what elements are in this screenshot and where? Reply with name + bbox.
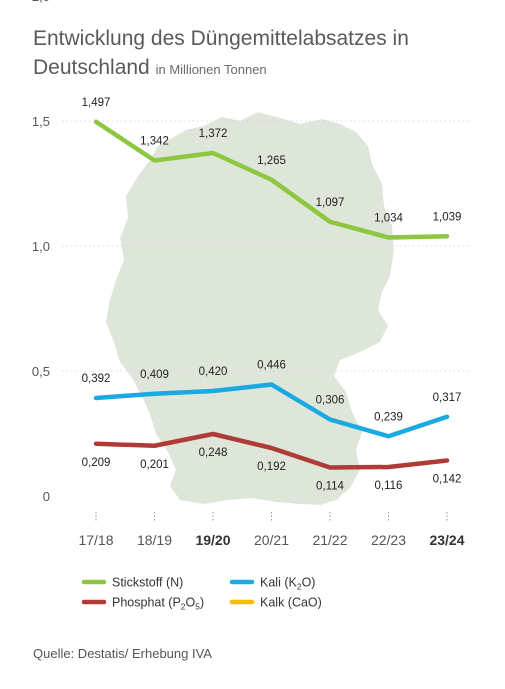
series-line-kali bbox=[93, 382, 450, 439]
x-tick-label: 17/18 bbox=[78, 532, 113, 548]
source-note: Quelle: Destatis/ Erhebung IVA bbox=[33, 646, 212, 661]
data-label-stickstoff: 1,097 bbox=[316, 197, 345, 209]
germany-map-background bbox=[106, 112, 394, 505]
data-label-kali: 0,420 bbox=[199, 366, 228, 378]
y-tick-label: 1,0 bbox=[32, 239, 50, 254]
chart-subtitle: in Millionen Tonnen bbox=[155, 62, 267, 77]
y-axis-ticks: 00,51,01,52,02,5 bbox=[32, 0, 50, 504]
data-label-phosphat: 0,209 bbox=[82, 457, 111, 469]
data-label-stickstoff: 1,372 bbox=[199, 128, 228, 140]
legend-label-stickstoff: Stickstoff (N) bbox=[112, 576, 183, 590]
x-axis: 17/18 18/19 19/20 20/21 21/22 22/23 23/24 bbox=[78, 512, 465, 548]
legend: Stickstoff (N) Kali (K2O) Phosphat (P2O5) K… bbox=[81, 576, 322, 612]
data-label-kali: 0,317 bbox=[433, 392, 462, 404]
map-shape bbox=[106, 112, 394, 505]
data-label-phosphat: 0,116 bbox=[375, 480, 403, 492]
x-tick-label: 21/22 bbox=[312, 532, 347, 548]
data-label-kali: 0,409 bbox=[140, 369, 169, 381]
title-text: Entwicklung des Düngemittelabsatzes in D… bbox=[33, 27, 409, 79]
data-label-kali: 0,239 bbox=[374, 411, 403, 423]
y-tick-label: 2,0 bbox=[32, 0, 50, 4]
y-tick-label: 1,5 bbox=[32, 114, 50, 129]
grid-lines bbox=[62, 120, 472, 372]
data-label-phosphat: 0,142 bbox=[433, 474, 462, 486]
data-label-stickstoff: 1,265 bbox=[257, 155, 286, 167]
data-label-stickstoff: 1,497 bbox=[82, 97, 111, 109]
data-label-kali: 0,392 bbox=[82, 373, 111, 385]
series-line-phosphat bbox=[93, 431, 450, 470]
data-label-phosphat: 0,248 bbox=[199, 447, 228, 459]
series-layer bbox=[93, 119, 450, 470]
data-label-kali: 0,306 bbox=[316, 395, 345, 407]
legend-label-phosphat: Phosphat (P2O5) bbox=[112, 596, 204, 612]
x-tick-label: 23/24 bbox=[429, 532, 464, 548]
x-tick-label: 22/23 bbox=[371, 532, 406, 548]
x-tick-label: 20/21 bbox=[254, 532, 289, 548]
data-label-kali: 0,446 bbox=[257, 360, 286, 372]
data-label-phosphat: 0,192 bbox=[257, 461, 286, 473]
legend-label-kalk: Kalk (CaO) bbox=[260, 596, 322, 610]
data-label-phosphat: 0,114 bbox=[316, 481, 345, 493]
data-label-stickstoff: 1,034 bbox=[374, 213, 403, 225]
y-tick-label: 0,5 bbox=[32, 364, 50, 379]
legend-label-kali: Kali (K2O) bbox=[260, 576, 315, 592]
chart-title: Entwicklung des Düngemittelabsatzes in D… bbox=[33, 24, 493, 84]
x-tick-label: 19/20 bbox=[195, 532, 230, 548]
data-label-stickstoff: 1,342 bbox=[140, 136, 169, 148]
x-tick-label: 18/19 bbox=[137, 532, 172, 548]
y-tick-label: 0 bbox=[43, 489, 50, 504]
data-label-phosphat: 0,201 bbox=[140, 459, 169, 471]
series-line-stickstoff bbox=[93, 119, 450, 240]
data-labels: 2,9352,8662,6732,7452,7482,6942,4781,497… bbox=[82, 97, 462, 493]
data-label-stickstoff: 1,039 bbox=[433, 211, 462, 223]
